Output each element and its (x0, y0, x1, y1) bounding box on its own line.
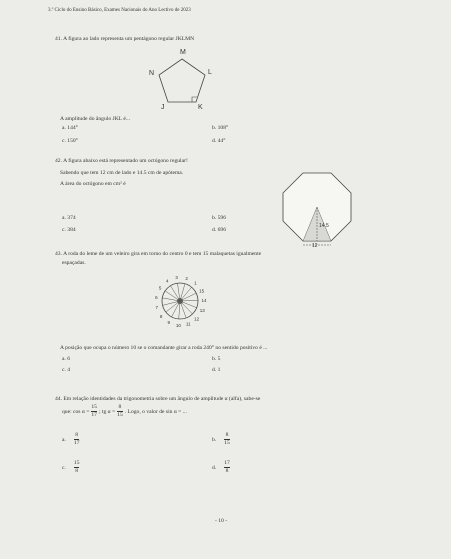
fraction: 17 8 (224, 460, 230, 475)
text: ; tg α = (98, 408, 116, 415)
wheel-spoke (178, 300, 181, 319)
wheel-spoke (179, 300, 198, 302)
denominator: 17 (91, 412, 97, 418)
octagon-figure: 14.5 12 (282, 172, 352, 248)
apothem-label: 14.5 (319, 223, 329, 229)
option: b. 5 (212, 356, 221, 362)
fraction: 8 15 (224, 432, 230, 447)
vertex-label: M (180, 49, 186, 56)
wheel-number: 14 (201, 298, 207, 303)
wheel-number: 15 (199, 288, 205, 293)
page-number: - 10 - (215, 518, 228, 524)
question-formula: que: cos α = 15 17; tg α = 8 15. Logo, o val… (62, 404, 187, 419)
wheel-spoke (179, 292, 197, 302)
wheel-spoke (171, 300, 181, 318)
wheel-spoke (179, 283, 186, 302)
wheel-number: 1 (194, 281, 197, 286)
wheel-spoke (170, 285, 181, 302)
vertex-label: K (198, 104, 203, 111)
option: c. 4 (62, 367, 71, 373)
denominator: 17 (73, 440, 80, 446)
question: 43. A roda do leme de um veleiro gira em… (55, 251, 262, 257)
option: d. 696 (212, 227, 226, 233)
numerator: 15 (73, 460, 80, 468)
option: a. 6 (62, 356, 71, 362)
denominator: 15 (117, 412, 123, 418)
option-letter: d. (212, 464, 217, 471)
question: espaçadas. (62, 260, 86, 266)
numerator: 8 (224, 432, 230, 440)
wheel-number: 2 (185, 276, 188, 281)
wheel-number: 10 (176, 323, 182, 328)
option: c. 150° (62, 138, 78, 144)
denominator: 8 (75, 468, 79, 474)
vertex-label: J (161, 104, 165, 111)
fraction: 15 17 (91, 404, 97, 419)
option: a. 374 (62, 215, 76, 221)
vertex-label: N (149, 70, 154, 77)
question: 44. Em relação identidades da trigonomet… (55, 396, 261, 402)
wheel-number: 11 (186, 322, 191, 327)
option-letter: b. (212, 436, 217, 443)
option: c. 15 8 (62, 460, 81, 475)
numerator: 8 (117, 404, 123, 412)
option: d. 44° (212, 138, 226, 144)
fraction: 8 17 (73, 432, 80, 447)
option: b. 108° (212, 125, 229, 131)
option: d. 17 8 (212, 460, 232, 475)
wheel-number: 6 (155, 295, 158, 300)
wheel-number: 4 (166, 279, 169, 284)
wheel-rim (161, 282, 199, 320)
wheel-number: 13 (200, 308, 206, 313)
option: a. 8 17 (62, 432, 81, 447)
option: d. 1 (212, 367, 221, 373)
text: que: cos α = (62, 408, 90, 415)
option-letter: c. (62, 464, 66, 471)
wheel-spoke (179, 300, 197, 308)
wheel-number: 7 (155, 305, 158, 310)
side-label: 12 (312, 243, 318, 248)
wheel-spoke (179, 300, 193, 315)
vertex-label: L (208, 69, 212, 76)
wheel-number: 5 (159, 286, 162, 291)
wheel-spoke (165, 300, 181, 313)
option: a. 144° (62, 125, 78, 131)
prompt: A área do octógono em cm² é (60, 181, 126, 187)
prompt: A posição que ocupa o número 10 se o com… (60, 345, 268, 351)
wheel-spoke (162, 297, 181, 302)
wheel-spoke (164, 290, 181, 302)
denominator: 15 (224, 440, 230, 446)
pentagon-figure: M N L J K (149, 49, 212, 111)
wheel-number: 8 (160, 314, 163, 319)
option-letter: a. (62, 436, 66, 443)
wheel-number: 9 (167, 320, 170, 325)
line: Sabendo que tem 12 cm de lado e 14.5 cm … (60, 170, 184, 176)
wheel-number: 12 (194, 316, 200, 321)
wheel-spoke (179, 300, 187, 318)
header: 3.º Ciclo do Ensino Básico, Exames Nacio… (48, 8, 191, 13)
text: . Logo, o valor de sin α = ... (124, 408, 187, 415)
denominator: 8 (225, 468, 229, 474)
numerator: 17 (224, 460, 230, 468)
fraction: 15 8 (73, 460, 80, 475)
fraction: 8 15 (117, 404, 123, 419)
wheel-spoke (179, 287, 192, 302)
option: b. 596 (212, 215, 226, 221)
prompt: A amplitude do ângulo JKL é... (60, 116, 131, 122)
option: b. 8 15 (212, 432, 232, 447)
question: 41. A figura ao lado representa um pentá… (55, 36, 195, 42)
option: c. 384 (62, 227, 76, 233)
wheel-spoke (177, 283, 181, 302)
numerator: 15 (91, 404, 97, 412)
numerator: 8 (73, 432, 80, 440)
question: 42. A figura abaixo está representado um… (55, 158, 188, 164)
wheel-spoke (162, 300, 181, 306)
wheel-number: 3 (175, 275, 178, 280)
